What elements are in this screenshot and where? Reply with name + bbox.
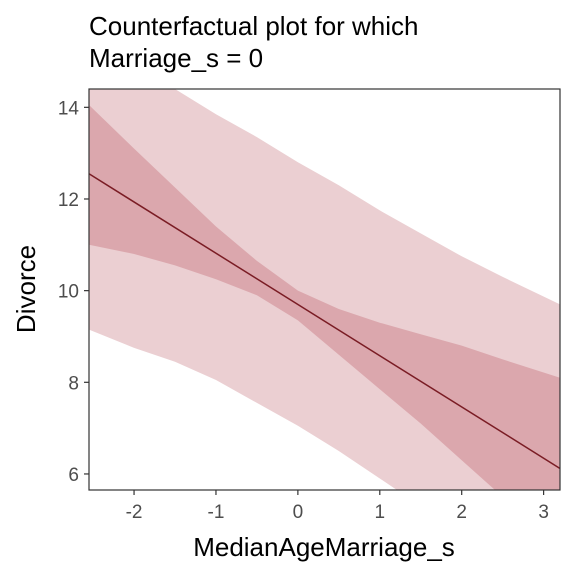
x-axis: -2 -1 0 1 2 3 xyxy=(126,490,549,523)
y-axis-title: Divorce xyxy=(11,245,41,333)
x-axis-title: MedianAgeMarriage_s xyxy=(193,532,455,562)
x-tick-label: 1 xyxy=(375,502,386,523)
x-tick-label: 2 xyxy=(456,502,467,523)
y-tick-label: 10 xyxy=(58,282,79,303)
x-tick-label: -2 xyxy=(126,502,143,523)
outer-interval-band xyxy=(89,89,560,490)
plot-frame xyxy=(88,88,561,491)
y-tick-label: 8 xyxy=(68,373,79,394)
chart-title-line-1: Counterfactual plot for which xyxy=(89,11,419,41)
x-tick-label: 3 xyxy=(538,502,549,523)
y-axis: 6 8 10 12 14 xyxy=(58,98,89,486)
x-tick-label: 0 xyxy=(293,502,304,523)
y-tick-label: 6 xyxy=(68,465,79,486)
y-tick-label: 12 xyxy=(58,190,79,211)
inner-interval-band xyxy=(89,105,560,490)
x-tick-label: -1 xyxy=(208,502,225,523)
y-tick-label: 14 xyxy=(58,98,80,119)
chart-title-line-2: Marriage_s = 0 xyxy=(89,43,263,73)
plot-area xyxy=(89,89,560,490)
mean-regression-line xyxy=(89,173,560,470)
